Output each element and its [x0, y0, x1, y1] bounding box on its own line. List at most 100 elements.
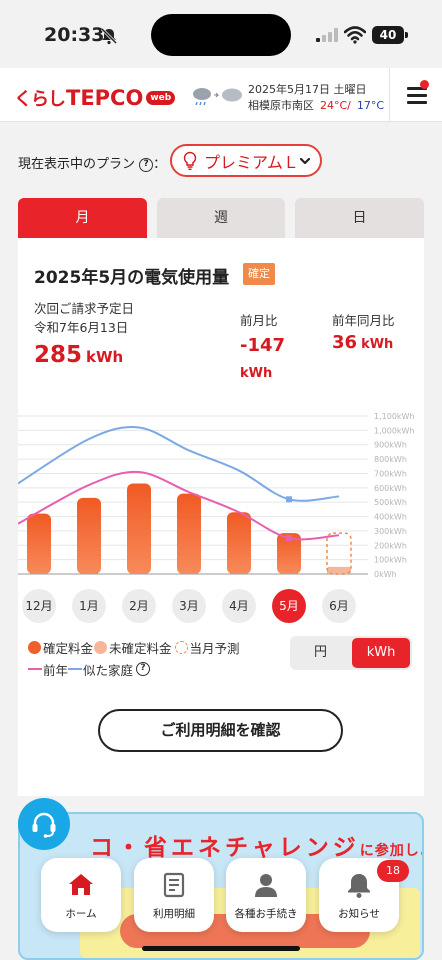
help-icon[interactable]: ?: [136, 662, 151, 676]
legend-last-year: 前年: [43, 662, 69, 678]
user-icon: [255, 874, 277, 897]
temp-high: 24°C/: [320, 99, 351, 112]
header-location: 相模原市南区 24°C/17°C: [248, 97, 384, 113]
signal-icon: [316, 28, 338, 42]
nav-procedures[interactable]: 各種お手続き: [226, 858, 306, 932]
chart-y-tick-label: 0kWh: [374, 570, 397, 578]
month-button[interactable]: 3月: [172, 589, 206, 623]
chart-bar-confirmed: [227, 512, 251, 574]
support-chat-button[interactable]: [18, 798, 70, 850]
month-button[interactable]: 4月: [222, 589, 256, 623]
billing-label: 次回ご請求予定日: [34, 301, 135, 316]
menu-notification-dot: [420, 80, 429, 89]
confirmed-badge: 確定: [243, 263, 275, 285]
legend-confirmed: 確定料金: [43, 640, 94, 656]
month-button[interactable]: 5月: [272, 589, 306, 623]
unit-yen-button[interactable]: 円: [313, 645, 327, 660]
chart-y-tick-label: 100kWh: [374, 556, 407, 565]
view-details-button[interactable]: ご利用明細を確認: [98, 709, 343, 752]
logo-kurashi: くらし: [14, 89, 66, 110]
help-icon[interactable]: ?: [139, 157, 154, 172]
bell-icon: [348, 874, 370, 898]
battery-level: 40: [372, 26, 404, 44]
unit-kwh-button[interactable]: kWh: [352, 638, 410, 668]
usage-value: 285: [34, 342, 83, 368]
month-button[interactable]: 2月: [122, 589, 156, 623]
mom-unit: kWh: [240, 366, 273, 381]
banner-text: コ・省エネチャレンジに参加しよう！: [90, 828, 422, 862]
cloudy-rain-icon: [193, 88, 242, 106]
home-indicator: [142, 946, 300, 951]
legend-unconfirmed: 未確定料金: [109, 640, 172, 656]
month-button[interactable]: 1月: [72, 589, 106, 623]
light-bulb-icon: [183, 151, 197, 170]
nav-home-label: ホーム: [65, 908, 97, 920]
chart-bar-forecast: [326, 532, 352, 575]
headset-icon: [32, 812, 56, 838]
usage-title: 2025年5月の電気使用量: [34, 268, 230, 288]
month-button[interactable]: 6月: [322, 589, 356, 623]
kurashi-tepco-logo[interactable]: くらし TEPCO web: [14, 85, 176, 111]
usage-card: 2025年5月の電気使用量 確定 次回ご請求予定日 令和7年6月13日 285 k…: [18, 238, 424, 796]
plan-select[interactable]: プレミアムＬ: [170, 144, 322, 177]
dynamic-island: [151, 14, 291, 56]
chart-y-tick-label: 1,100kWh: [374, 412, 415, 421]
chevron-down-icon: [299, 157, 311, 165]
tab-day[interactable]: 日: [295, 198, 424, 238]
chart-y-tick-label: 700kWh: [374, 469, 407, 478]
logo-tepco: TEPCO: [66, 86, 144, 110]
chart-y-tick-label: 300kWh: [374, 527, 407, 536]
unit-toggle: 円 kWh: [290, 636, 412, 670]
menu-button[interactable]: [389, 68, 442, 122]
tab-week[interactable]: 週: [157, 198, 285, 238]
tab-month[interactable]: 月: [18, 198, 147, 238]
mom-label: 前月比: [240, 313, 278, 328]
home-icon: [69, 874, 93, 895]
nav-notifications[interactable]: お知らせ: [319, 858, 399, 932]
chart-bar-confirmed: [277, 533, 301, 574]
plan-label: 現在表示中のプラン ?：: [18, 153, 166, 172]
billing-info: 次回ご請求予定日 令和7年6月13日: [34, 299, 134, 337]
legend-last-year-swatch: [28, 668, 42, 670]
legend-unconfirmed-swatch: [94, 640, 108, 654]
wifi-icon: [344, 26, 366, 44]
yoy-label: 前年同月比: [332, 313, 395, 328]
yoy-amount: 36 kWh: [332, 332, 393, 353]
header-date: 2025年5月17日 土曜日: [248, 83, 367, 96]
location-name: 相模原市南区: [248, 99, 314, 112]
mom-amount: -147 kWh: [240, 332, 285, 388]
plan-label-text: 現在表示中のプラン: [18, 157, 136, 172]
chart-bar-unconfirmed: [327, 566, 351, 574]
chart-bar-confirmed: [127, 483, 151, 574]
chart-y-tick-label: 500kWh: [374, 498, 407, 507]
chart-y-tick-label: 900kWh: [374, 441, 407, 450]
nav-statement[interactable]: 利用明細: [134, 858, 214, 932]
chart-legend: 確定料金 未確定料金 当月予測 前年 似た家庭 ?: [28, 636, 240, 680]
temp-low: 17°C: [356, 99, 385, 112]
logo-web-badge: web: [146, 91, 176, 105]
chart-bar-confirmed: [77, 497, 101, 574]
yoy-unit: kWh: [361, 337, 394, 352]
usage-chart: 1,100kWh 1,000kWh 900kWh 800kWh 700kWh 600kWh…: [18, 412, 415, 578]
battery-nub: [405, 32, 408, 38]
chart-line-marker: [286, 496, 292, 503]
banner-title: コ・省エネチャレンジ: [90, 835, 360, 861]
nav-statement-label: 利用明細: [153, 908, 195, 920]
usage-unit: kWh: [86, 348, 124, 366]
legend-confirmed-swatch: [28, 640, 41, 654]
nav-home[interactable]: ホーム: [41, 858, 121, 932]
status-time: 20:33: [44, 24, 105, 46]
nav-notifications-label: お知らせ: [338, 908, 380, 920]
nav-procedures-label: 各種お手続き: [234, 908, 298, 920]
yoy-value: 36: [332, 332, 358, 353]
month-button[interactable]: 12月: [22, 589, 56, 623]
app-header: くらし TEPCO web 2025年5月17日 土曜日 相模原市南区 24°C/…: [0, 68, 442, 122]
document-icon: [163, 872, 185, 898]
chart-y-tick-label: 600kWh: [374, 484, 407, 493]
mom-value: -147: [240, 335, 286, 356]
legend-similar: 似た家庭: [83, 662, 134, 678]
plan-label-colon: ：: [153, 157, 167, 172]
chart-y-tick-label: 800kWh: [374, 455, 407, 464]
chart-y-tick-label: 1,000kWh: [374, 426, 415, 435]
notification-count-badge: 18: [377, 860, 409, 882]
